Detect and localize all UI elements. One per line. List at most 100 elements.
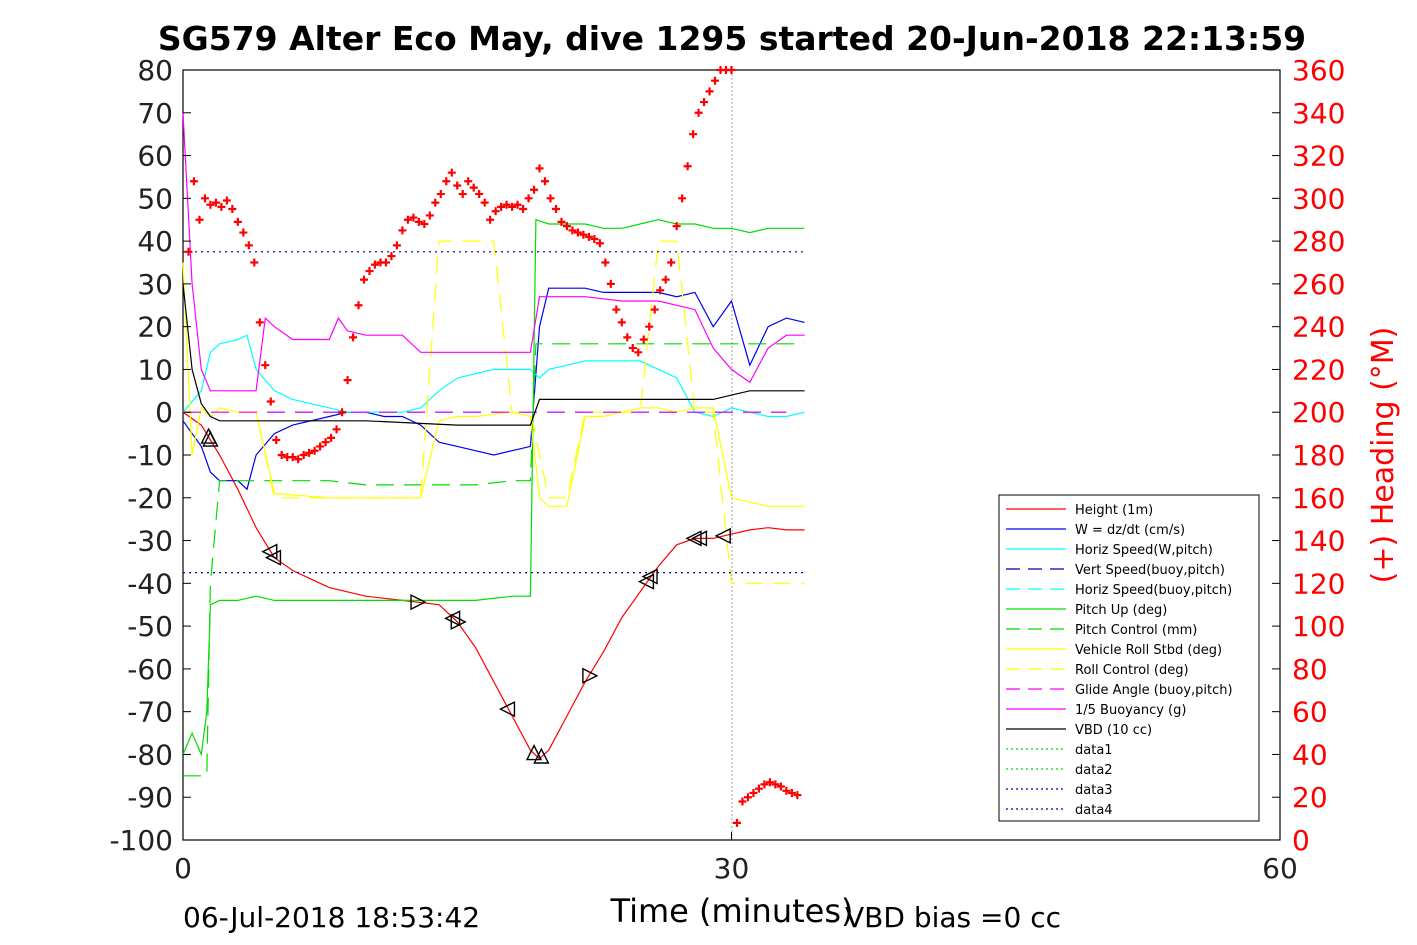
heading-point	[294, 455, 303, 464]
legend: Height (1m) W = dz/dt (cm/s) Horiz Speed(W…	[998, 494, 1260, 822]
legend-label: Horiz Speed(W,pitch)	[1075, 543, 1213, 558]
right-tick-label: 0	[1292, 824, 1310, 857]
heading-point	[431, 198, 440, 207]
height-marker	[261, 543, 278, 560]
left-tick-label: -70	[127, 696, 173, 729]
heading-point	[771, 780, 780, 789]
heading-point	[365, 267, 374, 276]
heading-point	[425, 211, 434, 220]
x-tick-label: 60	[1262, 852, 1298, 885]
heading-point	[233, 217, 242, 226]
heading-point	[584, 232, 593, 241]
heading-point	[562, 222, 571, 231]
right-tick-label: 160	[1292, 482, 1345, 515]
series-roll-control-deg	[183, 240, 805, 584]
legend-label: Horiz Speed(buoy,pitch)	[1075, 583, 1232, 598]
heading-point	[228, 205, 237, 214]
heading-point	[321, 438, 330, 447]
heading-layer	[184, 66, 802, 827]
heading-point	[343, 376, 352, 385]
plot-area	[182, 66, 1281, 841]
legend-entries: Height (1m) W = dz/dt (cm/s) Horiz Speed(W…	[1006, 503, 1233, 818]
heading-point	[705, 87, 714, 96]
heading-point	[645, 322, 654, 331]
heading-point	[310, 446, 319, 455]
heading-point	[453, 181, 462, 190]
heading-point	[327, 433, 336, 442]
height-marker	[714, 527, 731, 544]
footer-vbd-bias: VBD bias =0 cc	[845, 901, 1061, 934]
height-marker	[685, 530, 702, 547]
heading-point	[354, 301, 363, 310]
legend-label: data3	[1075, 783, 1113, 798]
right-tick-label: 80	[1292, 653, 1328, 686]
heading-point	[464, 177, 473, 186]
heading-point	[398, 226, 407, 235]
right-axis: 3603403203002802602402202001801601401201…	[1272, 54, 1345, 857]
heading-point	[617, 318, 626, 327]
heading-point	[288, 453, 297, 462]
heading-point	[414, 217, 423, 226]
heading-point	[299, 451, 308, 459]
left-tick-label: 0	[155, 396, 173, 429]
heading-point	[222, 196, 231, 205]
heading-point	[667, 258, 676, 267]
heading-point	[497, 202, 506, 211]
heading-point	[502, 200, 511, 209]
heading-point	[628, 344, 637, 353]
heading-point	[381, 258, 390, 267]
legend-label: Glide Angle (buoy,pitch)	[1075, 683, 1233, 698]
series-1-5-buoyancy-g	[182, 112, 805, 392]
left-tick-label: -40	[127, 567, 173, 600]
heading-point	[535, 164, 544, 173]
heading-point	[754, 784, 763, 793]
heading-point	[475, 190, 484, 199]
heading-point	[239, 228, 248, 237]
height-marker	[525, 744, 543, 761]
left-tick-label: -30	[127, 525, 173, 558]
left-tick-label: -90	[127, 781, 173, 814]
heading-point	[195, 215, 204, 224]
left-tick-label: 50	[137, 182, 173, 215]
right-tick-label: 140	[1292, 525, 1345, 558]
right-axis-label: (+) Heading (°M)	[1366, 327, 1401, 584]
heading-point	[732, 818, 741, 827]
left-tick-label: 10	[137, 353, 173, 386]
heading-point	[749, 788, 758, 797]
legend-label: data4	[1075, 803, 1113, 818]
heading-point	[184, 247, 193, 256]
left-tick-label: 80	[137, 54, 173, 87]
height-marker	[641, 568, 658, 585]
heading-point	[469, 183, 478, 192]
heading-point	[261, 361, 270, 370]
legend-label: Vert Speed(buoy,pitch)	[1075, 563, 1225, 578]
heading-point	[590, 234, 599, 243]
left-tick-label: -60	[127, 653, 173, 686]
series-pitch-control-mm	[183, 343, 805, 777]
right-tick-label: 180	[1292, 439, 1345, 472]
heading-point	[189, 177, 198, 186]
heading-point	[689, 130, 698, 139]
heading-point	[217, 202, 226, 211]
heading-point	[244, 241, 253, 250]
heading-point	[266, 397, 275, 406]
right-tick-label: 240	[1292, 311, 1345, 344]
height-marker	[582, 667, 599, 684]
left-tick-label: -50	[127, 610, 173, 643]
heading-point	[349, 333, 358, 342]
heading-point	[211, 198, 220, 207]
series-vbd-10-cc	[182, 283, 805, 426]
heading-point	[513, 200, 522, 209]
heading-point	[601, 258, 610, 267]
heading-point	[743, 793, 752, 802]
heading-point	[776, 782, 785, 791]
height-marker	[450, 613, 467, 630]
legend-label: Roll Control (deg)	[1075, 663, 1189, 678]
legend-label: Height (1m)	[1075, 503, 1153, 518]
legend-label: Pitch Control (mm)	[1075, 623, 1197, 638]
right-tick-label: 100	[1292, 610, 1345, 643]
heading-point	[765, 778, 774, 787]
x-tick-label: 0	[174, 852, 192, 885]
heading-point	[332, 425, 341, 434]
